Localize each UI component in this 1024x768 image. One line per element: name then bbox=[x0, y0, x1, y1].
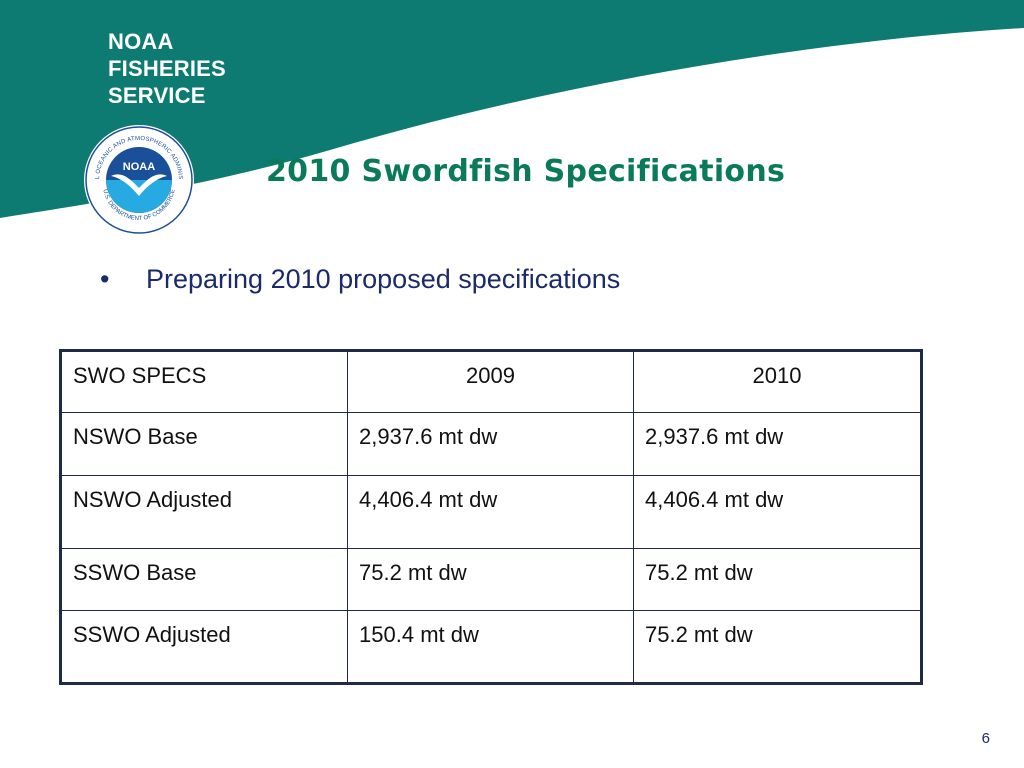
table-cell: SSWO Adjusted bbox=[59, 610, 349, 684]
noaa-seal-icon: NATIONAL OCEANIC AND ATMOSPHERIC ADMINIS… bbox=[83, 124, 194, 235]
table-row: SSWO Base 75.2 mt dw 75.2 mt dw bbox=[59, 548, 922, 611]
brand-line-2: FISHERIES bbox=[108, 56, 226, 81]
table-cell: 75.2 mt dw bbox=[633, 610, 922, 684]
brand-line-1: NOAA bbox=[108, 29, 174, 54]
brand-line-3: SERVICE bbox=[108, 83, 206, 108]
table-cell: 2,937.6 mt dw bbox=[347, 412, 634, 476]
table-cell: NSWO Adjusted bbox=[59, 475, 349, 549]
table-cell: SSWO Base bbox=[59, 548, 349, 611]
bullet-symbol: • bbox=[100, 264, 110, 294]
table-header-row: SWO SPECS 2009 2010 bbox=[59, 350, 922, 413]
table-cell: 75.2 mt dw bbox=[347, 548, 634, 611]
page-number: 6 bbox=[981, 730, 990, 747]
bullet-text: Preparing 2010 proposed specifications bbox=[146, 264, 621, 294]
table-row: NSWO Adjusted 4,406.4 mt dw 4,406.4 mt d… bbox=[59, 475, 922, 549]
header-cell: 2009 bbox=[347, 350, 634, 413]
table-row: SSWO Adjusted 150.4 mt dw 75.2 mt dw bbox=[59, 610, 922, 684]
header-banner bbox=[0, 0, 1024, 218]
table-cell: 4,406.4 mt dw bbox=[347, 475, 634, 549]
svg-text:NOAA: NOAA bbox=[123, 161, 155, 173]
header-cell: 2010 bbox=[633, 350, 922, 413]
header-cell: SWO SPECS bbox=[59, 350, 349, 413]
swordfish-specs-table: SWO SPECS 2009 2010 NSWO Base 2,937.6 mt… bbox=[59, 349, 923, 685]
bullet-item: • Preparing 2010 proposed specifications bbox=[100, 264, 620, 295]
table-cell: 75.2 mt dw bbox=[633, 548, 922, 611]
table-row: NSWO Base 2,937.6 mt dw 2,937.6 mt dw bbox=[59, 412, 922, 476]
slide-title: 2010 Swordfish Specifications bbox=[266, 154, 786, 189]
noaa-fisheries-wordmark: NOAA FISHERIES SERVICE bbox=[108, 28, 226, 109]
table-cell: NSWO Base bbox=[59, 412, 349, 476]
table-cell: 150.4 mt dw bbox=[347, 610, 634, 684]
table-cell: 4,406.4 mt dw bbox=[633, 475, 922, 549]
table-cell: 2,937.6 mt dw bbox=[633, 412, 922, 476]
